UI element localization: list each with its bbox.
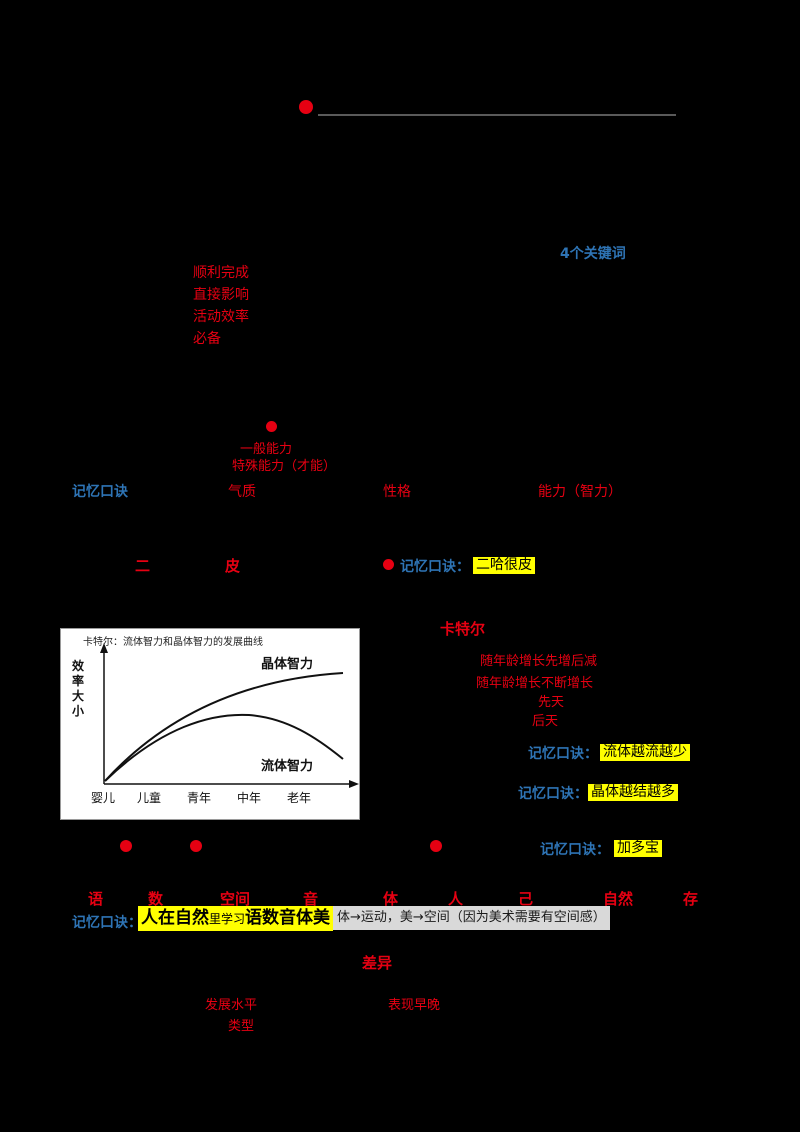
highlight-chip: 二哈很皮 (473, 557, 535, 574)
gardner-keyword: 己 (518, 890, 534, 908)
trait-item: 性格 (383, 484, 411, 500)
mnemonic-part: 语数音体美 (245, 908, 331, 928)
section1-blue-note: 4个关键词 (560, 246, 626, 262)
red-note-line: 必备 (193, 331, 221, 347)
gray-note-chip: 体→运动，美→空间（因为美术需要有空间感） (333, 906, 610, 930)
section2-line2: 特殊能力（才能） (232, 459, 337, 474)
difference-item: 类型 (228, 1019, 255, 1034)
emphasis-dot-icon (190, 840, 202, 852)
cattell-note: 后天 (532, 714, 559, 729)
gardner-mnemonic-label: 记忆口诀： (540, 842, 610, 858)
section1-red-notes: 顺利完成 直接影响 活动效率 必备 (193, 262, 249, 350)
trait-item: 气质 (228, 484, 256, 500)
gardner-keyword: 数 (148, 890, 164, 908)
highlight-chip: 流体越流越少 (600, 744, 690, 761)
red-note-line: 活动效率 (193, 309, 249, 325)
traits-blue-label: 记忆口诀 (72, 484, 128, 500)
gardner-keyword: 存 (683, 890, 699, 908)
cattell-heading: 卡特尔 (440, 620, 486, 638)
mnemonic-part: 人在自然 (141, 908, 209, 928)
gardner-keyword: 自然 (603, 890, 634, 908)
emphasis-dot-icon (430, 840, 442, 852)
cattell-note: 随年龄增长先增后减 (480, 654, 598, 669)
mnemonic-part: 里学习 (209, 912, 246, 926)
gardner-mnemonic2: 人在自然里学习语数音体美 体→运动，美→空间（因为美术需要有空间感） (138, 906, 610, 931)
difference-item: 发展水平 (205, 998, 258, 1013)
cattell-note: 随年龄增长不断增长 (476, 676, 594, 691)
cattell-note: 先天 (538, 695, 565, 710)
gardner-keyword: 音 (303, 890, 319, 908)
red-note-line: 顺利完成 (193, 265, 249, 281)
chart-x-tick: 儿童 (137, 791, 162, 805)
emphasis-dot-icon (120, 840, 132, 852)
chart-x-tick: 老年 (287, 791, 312, 805)
chart-caption: 卡特尔：流体智力和晶体智力的发展曲线 (83, 637, 263, 648)
difference-item: 表现早晚 (388, 998, 441, 1013)
chart-x-tick: 青年 (187, 791, 212, 805)
fluid-mnemonic: 流体越流越少 (600, 741, 690, 761)
spearman-red-char: 二 (135, 557, 151, 575)
intelligence-chart-image[interactable]: 卡特尔：流体智力和晶体智力的发展曲线 效率大小 晶体智力 流体智力 婴儿 儿童 … (60, 628, 360, 820)
crystallized-mnemonic-label: 记忆口诀： (518, 786, 588, 802)
gardner-keyword: 体 (383, 890, 399, 908)
gardner-mnemonic: 加多宝 (614, 837, 662, 857)
highlight-chip: 人在自然里学习语数音体美 (138, 906, 334, 931)
red-note-line: 直接影响 (193, 287, 249, 303)
chart-y-axis-label: 效率大小 (72, 659, 85, 718)
section1-title-underline (318, 114, 676, 116)
chart-x-tick: 婴儿 (91, 791, 116, 805)
gardner-keyword: 空间 (220, 890, 251, 908)
highlight-chip: 晶体越结越多 (588, 784, 678, 801)
spearman-mnemonic-label: 记忆口诀： (400, 559, 470, 575)
gardner-mnemonic2-label: 记忆口诀： (72, 915, 142, 931)
spearman-red-char: 皮 (225, 557, 241, 575)
gardner-keyword: 人 (448, 890, 464, 908)
trait-item: 能力（智力） (538, 484, 622, 500)
fluid-mnemonic-label: 记忆口诀： (528, 746, 598, 762)
section2-line1: 一般能力 (240, 442, 293, 457)
crystallized-mnemonic: 晶体越结越多 (588, 781, 678, 801)
gardner-keyword: 语 (88, 890, 104, 908)
fluid-intelligence-label: 流体智力 (261, 759, 314, 774)
highlight-chip: 加多宝 (614, 840, 662, 857)
differences-heading: 差异 (362, 954, 393, 972)
chart-x-tick: 中年 (237, 791, 262, 805)
section2-marker-icon (266, 421, 277, 432)
chart-plot-area (100, 643, 359, 788)
bullet-icon (383, 559, 394, 570)
crystallized-intelligence-label: 晶体智力 (261, 657, 314, 672)
spearman-mnemonic: 二哈很皮 (473, 554, 535, 574)
section1-marker-icon (299, 100, 313, 114)
